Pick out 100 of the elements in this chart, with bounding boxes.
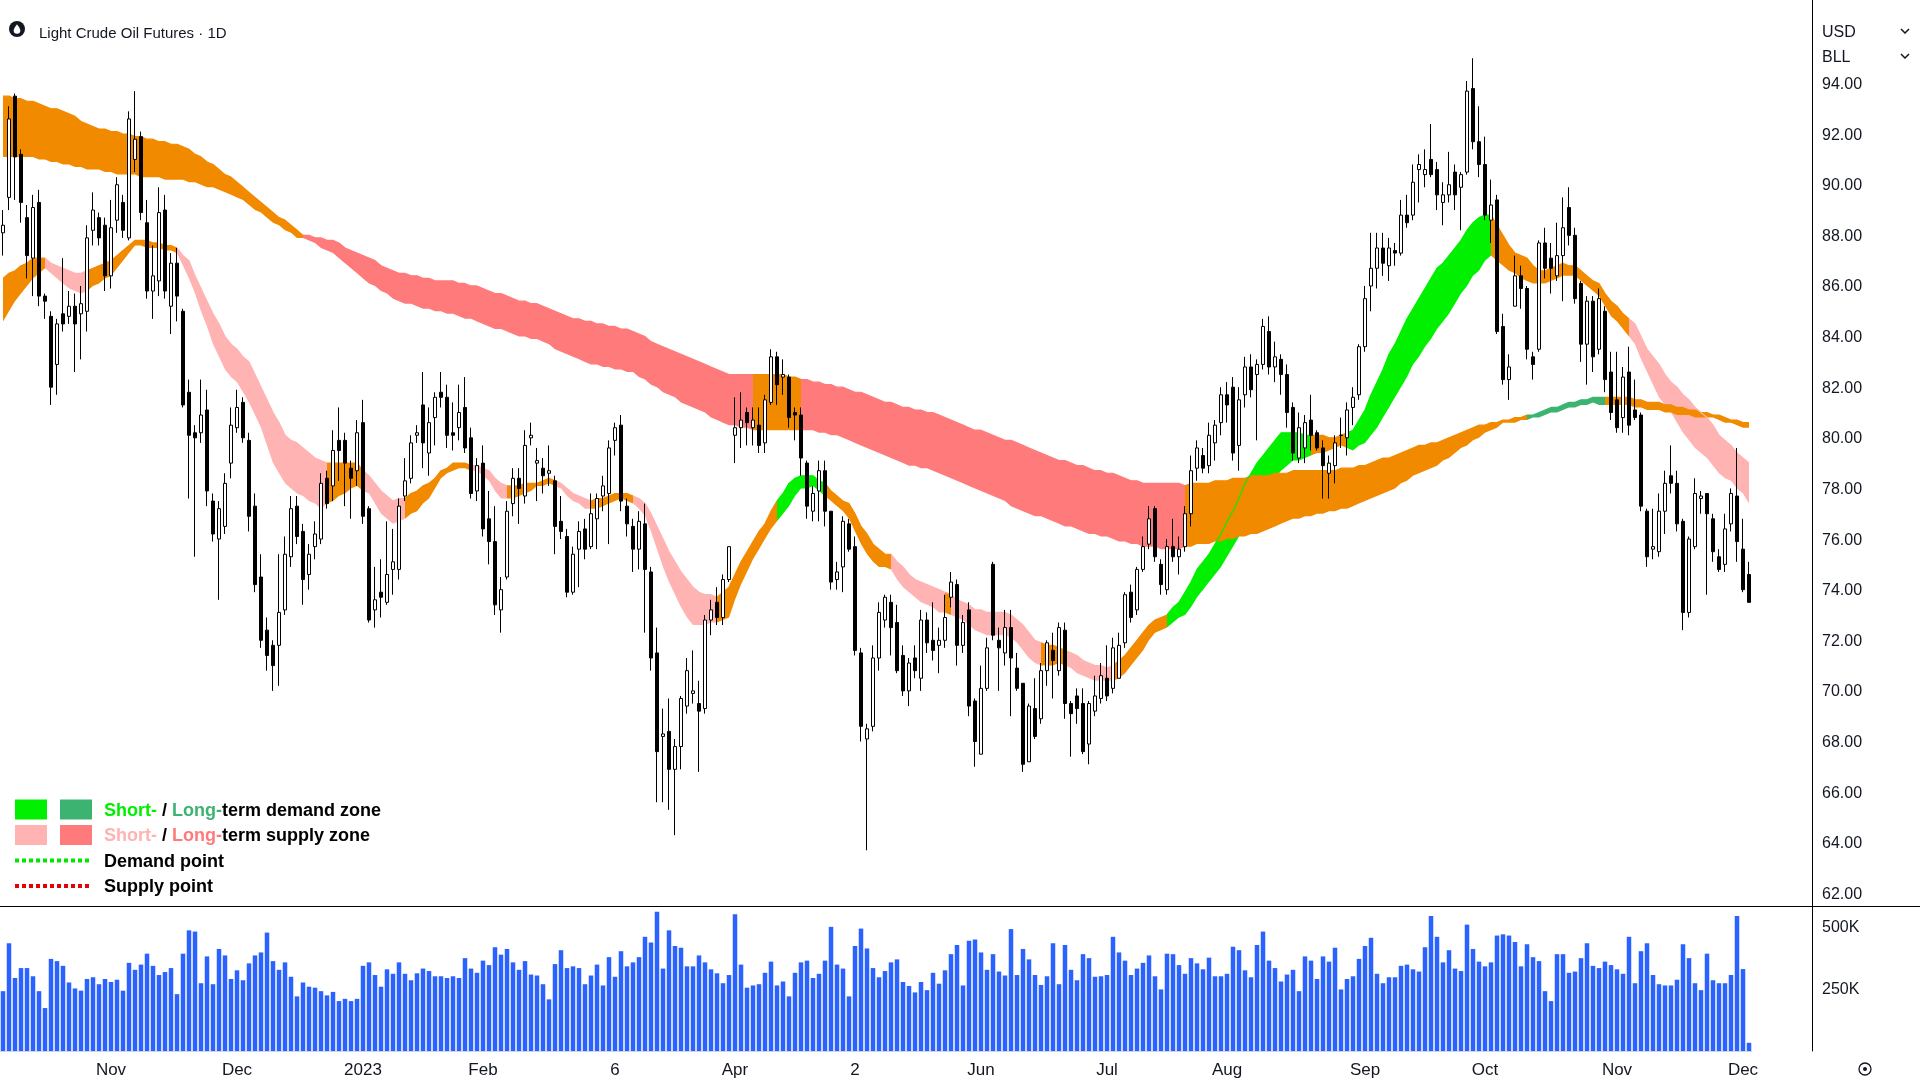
candlestick <box>55 318 59 396</box>
candlestick <box>127 110 131 241</box>
candlestick <box>913 644 917 679</box>
candlestick <box>439 371 443 408</box>
candlestick <box>415 424 419 444</box>
text: BLL <box>1822 47 1851 65</box>
candlestick <box>1273 341 1277 383</box>
candlestick <box>1225 381 1229 424</box>
candlestick <box>271 639 275 692</box>
candlestick <box>547 444 551 487</box>
candlestick <box>1357 343 1361 401</box>
candlestick <box>61 257 65 333</box>
y-tick-label: 62.00 <box>1822 884 1863 902</box>
candlestick <box>1693 477 1697 550</box>
candlestick <box>1375 232 1379 289</box>
candlestick <box>259 553 263 649</box>
candlestick <box>169 252 173 335</box>
candlestick <box>1663 470 1667 535</box>
candlestick <box>1453 164 1457 211</box>
y-tick-label: 78.00 <box>1822 479 1863 497</box>
candlestick <box>1147 505 1151 550</box>
candlestick <box>577 520 581 588</box>
candlestick <box>1423 148 1427 188</box>
candlestick <box>223 472 227 535</box>
x-tick-label: Nov <box>1601 1060 1633 1079</box>
x-tick-label: 6 <box>610 1060 620 1079</box>
candlestick <box>607 439 611 545</box>
candlestick <box>835 561 839 591</box>
x-tick-label: Sep <box>1349 1060 1381 1079</box>
y-tick-label: 70.00 <box>1822 682 1863 700</box>
candlestick <box>1489 179 1493 244</box>
x-tick-label: Oct <box>1471 1060 1499 1079</box>
candlestick <box>673 738 677 836</box>
candlestick <box>307 543 311 591</box>
y-tick-label: 76.00 <box>1822 530 1863 548</box>
candlestick <box>1393 242 1397 267</box>
candlestick <box>613 422 617 457</box>
y-tick-label: 74.00 <box>1822 581 1863 599</box>
candlestick <box>997 627 1001 692</box>
candlestick <box>43 293 47 320</box>
x-tick-label: 2023 <box>344 1060 382 1079</box>
candlestick <box>505 500 509 581</box>
candlestick <box>391 528 395 596</box>
candlestick <box>565 528 569 598</box>
candlestick <box>901 644 905 697</box>
y-tick-label: 500K <box>1822 918 1860 936</box>
candlestick <box>1471 57 1475 150</box>
candlestick <box>1741 518 1745 593</box>
y-tick-label: 72.00 <box>1822 631 1863 649</box>
candlestick <box>1555 222 1559 282</box>
candlestick <box>79 285 83 360</box>
candlestick <box>541 457 545 494</box>
x-tick-label: Dec <box>1727 1060 1759 1079</box>
candlestick <box>91 191 95 246</box>
candlestick <box>1549 242 1553 295</box>
candlestick <box>451 401 455 451</box>
candlestick <box>1495 194 1499 335</box>
candlestick <box>481 444 485 538</box>
candlestick <box>1051 632 1055 699</box>
candlestick <box>13 93 17 201</box>
candlestick <box>1141 536 1145 573</box>
candlestick <box>457 384 461 441</box>
candlestick <box>733 396 737 464</box>
candlestick <box>661 708 665 803</box>
candlestick <box>379 558 383 618</box>
candlestick <box>1543 227 1547 279</box>
candlestick <box>325 470 329 510</box>
candlestick <box>427 406 431 477</box>
candlestick <box>865 723 869 851</box>
candlestick <box>985 637 989 692</box>
candlestick <box>499 576 503 634</box>
candlestick <box>295 495 299 545</box>
y-tick-label: 64.00 <box>1822 834 1863 852</box>
candlestick <box>67 290 71 325</box>
candlestick <box>781 358 785 396</box>
candlestick <box>211 492 215 543</box>
candlestick <box>625 498 629 538</box>
candlestick <box>433 391 437 446</box>
candlestick <box>1567 186 1571 246</box>
candlestick <box>373 566 377 629</box>
candlestick <box>1519 265 1523 310</box>
candlestick <box>763 394 767 454</box>
candlestick <box>1705 492 1709 596</box>
candlestick <box>1429 123 1433 178</box>
candlestick <box>361 399 365 525</box>
candlestick <box>853 536 857 656</box>
candlestick <box>1279 353 1283 396</box>
candlestick <box>1513 255 1517 307</box>
candlestick <box>1129 584 1133 624</box>
candlestick <box>745 406 749 446</box>
text: USD <box>1822 22 1856 40</box>
candlestick <box>787 374 791 429</box>
y-tick-label: 86.00 <box>1822 277 1863 295</box>
candlestick <box>703 614 707 715</box>
candlestick <box>1699 490 1703 515</box>
candlestick <box>1591 295 1595 373</box>
candlestick <box>1285 363 1289 429</box>
candlestick <box>685 657 689 715</box>
candlestick <box>601 475 605 512</box>
bar <box>324 995 330 1051</box>
